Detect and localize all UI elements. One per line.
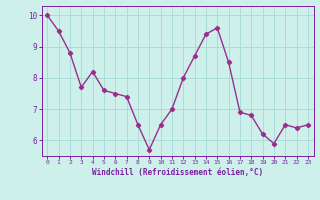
X-axis label: Windchill (Refroidissement éolien,°C): Windchill (Refroidissement éolien,°C) [92,168,263,177]
